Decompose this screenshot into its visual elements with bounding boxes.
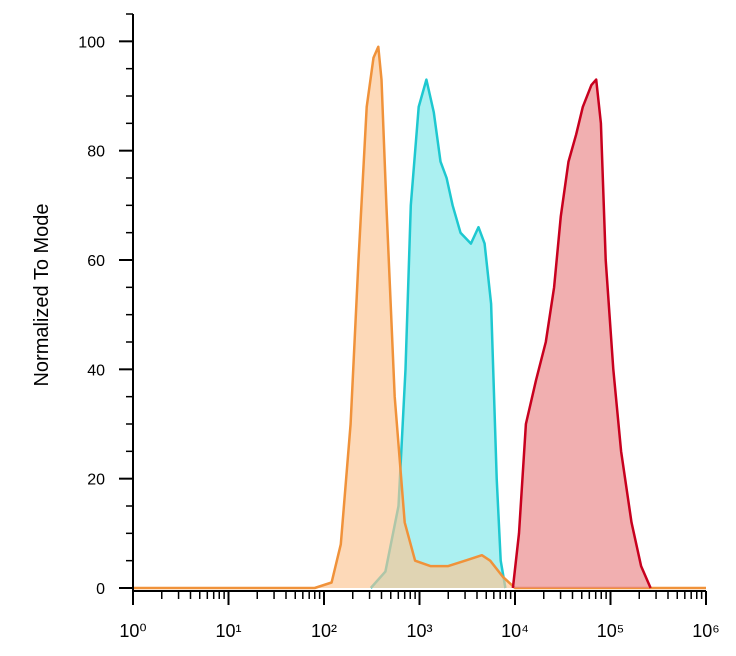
x-tick-label: 10⁰ (119, 621, 146, 641)
x-tick-label: 10³ (406, 621, 432, 641)
y-tick-label: 20 (87, 472, 105, 489)
line (511, 78, 652, 589)
y-tick-label: 0 (96, 581, 105, 598)
line (133, 45, 706, 590)
y-tick-label: 40 (87, 362, 105, 379)
y-tick-label: 80 (87, 144, 105, 161)
x-tick-label: 10⁴ (501, 621, 529, 641)
area (512, 79, 651, 588)
y-axis-label: Normalized To Mode (31, 203, 53, 386)
x-tick-label: 10² (311, 621, 337, 641)
y-tick-label: 100 (78, 34, 105, 51)
y-tick-label: 60 (87, 253, 105, 270)
x-tick-label: 10⁶ (692, 621, 719, 641)
line (369, 78, 507, 589)
x-tick-label: 10⁵ (597, 621, 624, 641)
area (370, 79, 506, 588)
x-tick-label: 10¹ (215, 621, 241, 641)
